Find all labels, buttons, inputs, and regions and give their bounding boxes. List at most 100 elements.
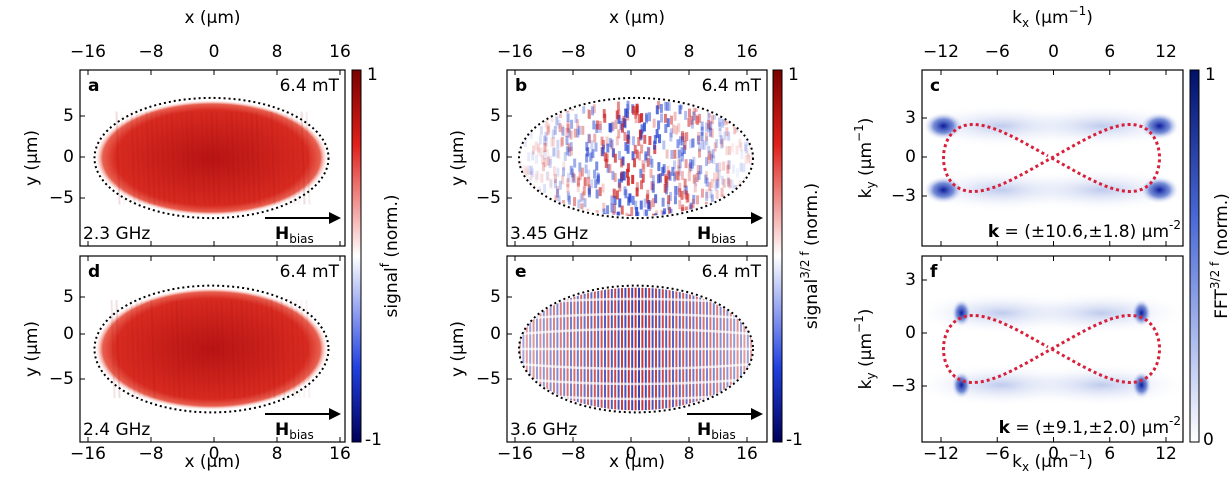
y-axis-label: y (μm) bbox=[22, 130, 42, 186]
noise-cell bbox=[527, 152, 530, 161]
noise-cell bbox=[606, 144, 609, 153]
noise-cell bbox=[557, 120, 560, 129]
x-tick-label: −6 bbox=[985, 444, 1010, 464]
text-part: k bbox=[856, 188, 876, 198]
colorbar bbox=[352, 70, 361, 442]
noise-cell bbox=[729, 195, 732, 204]
noise-cell bbox=[648, 112, 651, 121]
x-tick-label: −8 bbox=[560, 444, 585, 464]
noise-cell bbox=[541, 155, 544, 164]
noise-cell bbox=[657, 162, 660, 171]
bias-label: Hbias bbox=[275, 224, 314, 246]
noise-cell bbox=[752, 125, 755, 134]
y-tick-label: −5 bbox=[476, 369, 501, 389]
bias-label: Hbias bbox=[697, 420, 736, 442]
frequency-label: 3.45 GHz bbox=[510, 224, 588, 244]
noise-cell bbox=[520, 206, 523, 215]
text-part: y bbox=[864, 372, 878, 379]
text-part: y (μm) bbox=[448, 321, 468, 377]
noise-cell bbox=[585, 154, 588, 163]
noise-cell bbox=[712, 155, 715, 164]
noise-cell bbox=[744, 205, 747, 214]
colorbar-max: 1 bbox=[1205, 65, 1216, 85]
noise-cell bbox=[653, 141, 656, 150]
noise-cell bbox=[562, 167, 565, 176]
text-part: x bbox=[1022, 460, 1029, 474]
noise-cell bbox=[727, 161, 730, 170]
noise-cell bbox=[678, 150, 681, 159]
noise-cell bbox=[608, 123, 611, 132]
colorbar-min: 0 bbox=[1203, 430, 1214, 450]
noise-cell bbox=[666, 150, 669, 159]
noise-cell bbox=[693, 209, 696, 218]
noise-cell bbox=[541, 100, 544, 109]
noise-cell bbox=[581, 126, 584, 135]
noise-cell bbox=[539, 112, 542, 121]
text-part: k bbox=[988, 222, 1000, 242]
noise-cell bbox=[568, 211, 571, 220]
noise-cell bbox=[739, 201, 742, 210]
noise-cell bbox=[668, 102, 671, 111]
x-tick-label: 8 bbox=[272, 42, 283, 62]
noise-cell bbox=[523, 208, 526, 217]
noise-cell bbox=[601, 137, 604, 146]
top-axis-label: kx (μm−1) bbox=[1012, 4, 1093, 30]
noise-cell bbox=[524, 126, 527, 135]
noise-cell bbox=[674, 186, 677, 195]
noise-cell bbox=[542, 209, 545, 218]
noise-cell bbox=[524, 191, 527, 200]
noise-cell bbox=[662, 214, 665, 223]
noise-cell bbox=[741, 195, 744, 204]
noise-cell bbox=[543, 184, 546, 193]
noise-cell bbox=[748, 113, 751, 122]
x-tick-label: 16 bbox=[736, 444, 758, 464]
noise-cell bbox=[677, 159, 680, 168]
noise-cell bbox=[722, 117, 725, 126]
noise-cell bbox=[640, 113, 643, 122]
noise-cell bbox=[567, 173, 570, 182]
noise-cell bbox=[711, 179, 714, 188]
noise-cell bbox=[708, 215, 711, 224]
noise-cell bbox=[531, 191, 534, 200]
fft-peak bbox=[924, 176, 964, 204]
noise-cell bbox=[648, 136, 651, 145]
noise-cell bbox=[608, 164, 611, 173]
noise-cell bbox=[679, 136, 682, 145]
noise bbox=[519, 100, 755, 225]
noise-cell bbox=[540, 148, 543, 157]
text-part: H bbox=[275, 224, 289, 244]
fft-peak bbox=[924, 112, 964, 140]
text-part: (norm.) bbox=[382, 194, 402, 263]
noise-cell bbox=[712, 206, 715, 215]
noise-cell bbox=[670, 128, 673, 137]
noise-cell bbox=[649, 200, 652, 209]
noise-cell bbox=[673, 160, 676, 169]
noise-cell bbox=[686, 193, 689, 202]
noise-cell bbox=[708, 121, 711, 130]
noise-cell bbox=[571, 102, 574, 111]
text-part: x (μm) bbox=[609, 8, 665, 28]
noise-cell bbox=[519, 185, 522, 194]
noise-cell bbox=[621, 124, 624, 133]
text-part: -2 bbox=[1169, 218, 1181, 232]
fft-peak bbox=[1132, 371, 1152, 399]
noise-cell bbox=[669, 172, 672, 181]
noise-cell bbox=[527, 120, 530, 129]
noise-cell bbox=[596, 172, 599, 181]
noise-cell bbox=[746, 110, 749, 119]
noise-cell bbox=[677, 123, 680, 132]
noise-cell bbox=[611, 139, 614, 148]
noise-cell bbox=[585, 142, 588, 151]
x-tick-label: 16 bbox=[736, 42, 758, 62]
noise-cell bbox=[751, 190, 754, 199]
text-part: k bbox=[1012, 8, 1022, 28]
fft-peak bbox=[1132, 299, 1152, 327]
noise-cell bbox=[587, 134, 590, 143]
text-part: = (±9.1,±2.0) μm bbox=[1010, 418, 1169, 438]
noise-cell bbox=[701, 209, 704, 218]
noise-cell bbox=[674, 195, 677, 204]
noise-cell bbox=[670, 150, 673, 159]
noise-cell bbox=[519, 115, 522, 124]
noise-cell bbox=[750, 177, 753, 186]
noise-cell bbox=[630, 207, 633, 216]
